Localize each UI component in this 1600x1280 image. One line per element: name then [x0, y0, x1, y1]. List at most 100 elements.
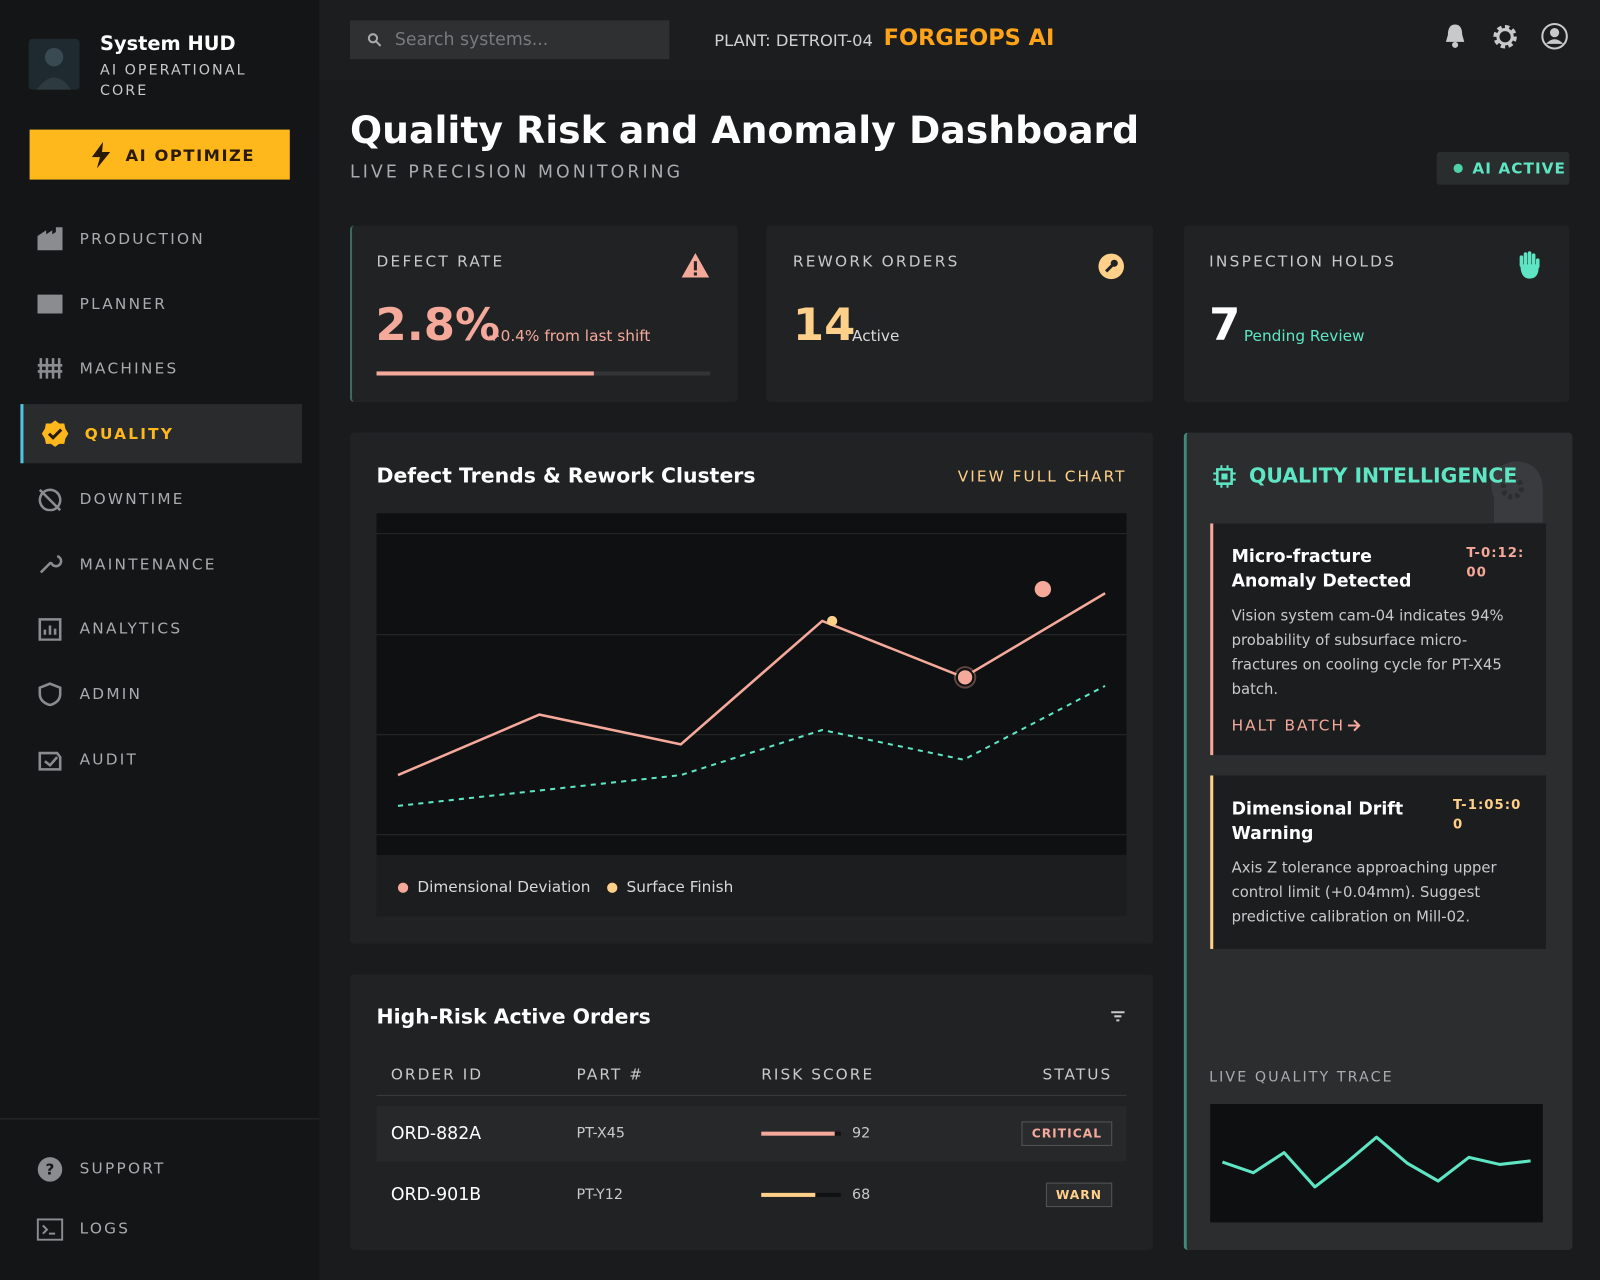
halt-batch[interactable]: HALT BATCH	[1231, 716, 1346, 735]
series-line	[397, 592, 1106, 777]
chip-icon	[1213, 465, 1236, 488]
page-subtitle: LIVE PRECISION MONITORING	[349, 162, 684, 183]
status-badge: CRITICAL	[1021, 1121, 1113, 1146]
support-link[interactable]: SUPPORT	[79, 1159, 166, 1178]
risk-bar	[761, 1192, 816, 1197]
legend-area	[376, 855, 1127, 917]
trace-line	[1221, 1135, 1531, 1189]
icon-shape	[38, 618, 62, 642]
status-dot	[1453, 163, 1463, 173]
bell-icon[interactable]	[1443, 22, 1467, 49]
alert-title: Dimensional Drift Warning	[1231, 798, 1404, 844]
status-label: AI ACTIVE	[1472, 159, 1567, 178]
search-box[interactable]	[349, 20, 670, 60]
legend-label: Dimensional Deviation	[417, 877, 591, 896]
nav-item[interactable]: MAINTENANCE	[79, 554, 217, 573]
nav-item[interactable]: MACHINES	[79, 359, 179, 378]
avatar[interactable]	[28, 38, 80, 90]
sidebar-subtitle: AI OPERATIONAL CORE	[99, 62, 247, 99]
nav-icon	[38, 488, 62, 512]
quality-icon	[41, 420, 69, 448]
nav-icon	[37, 227, 63, 251]
row-highlight	[376, 1106, 1127, 1162]
logs-link[interactable]: LOGS	[79, 1219, 131, 1238]
order-id: ORD-901B	[390, 1184, 482, 1206]
kpi-value: 14	[792, 298, 856, 352]
optimize-label: AI OPTIMIZE	[125, 145, 256, 166]
swatch-dot	[397, 882, 409, 893]
alert-body: Axis Z tolerance approaching upper contr…	[1231, 860, 1497, 926]
column-header: PART #	[576, 1065, 645, 1084]
nav-icon	[37, 294, 63, 314]
alert-time: T-0:12:00	[1466, 545, 1525, 581]
progress-fill	[376, 371, 594, 376]
cluster-point	[827, 615, 838, 627]
watermark-icon	[1491, 461, 1543, 523]
icon-shape	[38, 751, 62, 771]
orders-title: High-Risk Active Orders	[376, 1004, 651, 1029]
sidebar-title: System HUD	[99, 32, 236, 56]
column-header: STATUS	[1042, 1065, 1113, 1084]
kpi-value: 2.8%	[375, 298, 501, 352]
alert-card	[1210, 775, 1546, 949]
header-rule	[376, 1094, 1127, 1096]
kpi-label: DEFECT RATE	[376, 252, 505, 271]
settings-icon[interactable]	[1492, 23, 1519, 50]
alert-title: Micro-fracture Anomaly Detected	[1231, 546, 1412, 592]
icon-shape	[37, 358, 63, 379]
search-placeholder: Search systems...	[394, 29, 549, 50]
trace-label: LIVE QUALITY TRACE	[1209, 1069, 1394, 1086]
bolt-icon	[91, 141, 111, 169]
cluster-point	[955, 668, 975, 687]
nav-item[interactable]: PLANNER	[79, 294, 168, 313]
column-header: RISK SCORE	[761, 1065, 875, 1084]
kpi-card	[766, 225, 1154, 403]
nav-item[interactable]: ANALYTICS	[79, 619, 183, 638]
risk-score: 92	[852, 1125, 871, 1142]
kpi-value: 7	[1209, 298, 1241, 352]
alert-time: T-1:05:00	[1453, 797, 1522, 833]
icon-shape	[37, 294, 63, 314]
nav-icon	[39, 554, 63, 573]
series-line	[397, 684, 1106, 807]
nav-icon	[37, 358, 63, 379]
swatch-dot	[607, 882, 618, 893]
hand-icon	[1519, 251, 1540, 279]
order-id: ORD-882A	[390, 1123, 482, 1144]
view-full-chart[interactable]: VIEW FULL CHART	[957, 467, 1127, 486]
search-icon	[367, 33, 382, 47]
alert-body: Vision system cam-04 indicates 94% proba…	[1231, 608, 1504, 698]
plant-label: PLANT: DETROIT-04	[714, 30, 873, 50]
svg-text:?: ?	[46, 1160, 55, 1178]
chart-title: Defect Trends & Rework Clusters	[376, 463, 756, 488]
risk-bar	[761, 1131, 835, 1136]
warning-icon	[681, 253, 710, 278]
wrench-icon	[1098, 253, 1124, 280]
brand: FORGEOPS AI	[883, 25, 1055, 52]
nav-icon	[38, 618, 62, 642]
icon-shape	[38, 488, 62, 512]
check	[47, 428, 63, 441]
page-title: Quality Risk and Anomaly Dashboard	[349, 108, 1140, 153]
arrow-icon	[1347, 719, 1361, 732]
nav-item[interactable]: PRODUCTION	[79, 229, 206, 248]
trace-plot	[1210, 1104, 1543, 1223]
intelligence-title: QUALITY INTELLIGENCE	[1248, 463, 1518, 488]
optimize-button[interactable]	[29, 129, 290, 180]
kpi-card	[1183, 225, 1570, 403]
nav-item[interactable]: ADMIN	[79, 684, 143, 703]
kpi-label: INSPECTION HOLDS	[1209, 252, 1397, 271]
nav-item[interactable]: QUALITY	[84, 424, 175, 443]
nav-item[interactable]: AUDIT	[79, 749, 139, 768]
chart-plot	[376, 513, 1127, 856]
account-icon[interactable]	[1541, 22, 1569, 50]
nav-item[interactable]: DOWNTIME	[79, 489, 185, 508]
support-icon: ?	[37, 1157, 63, 1182]
nav-icon	[38, 751, 62, 771]
part-number: PT-X45	[576, 1125, 625, 1142]
filter-icon[interactable]	[1110, 1010, 1125, 1022]
kpi-note: Pending Review	[1243, 326, 1365, 345]
